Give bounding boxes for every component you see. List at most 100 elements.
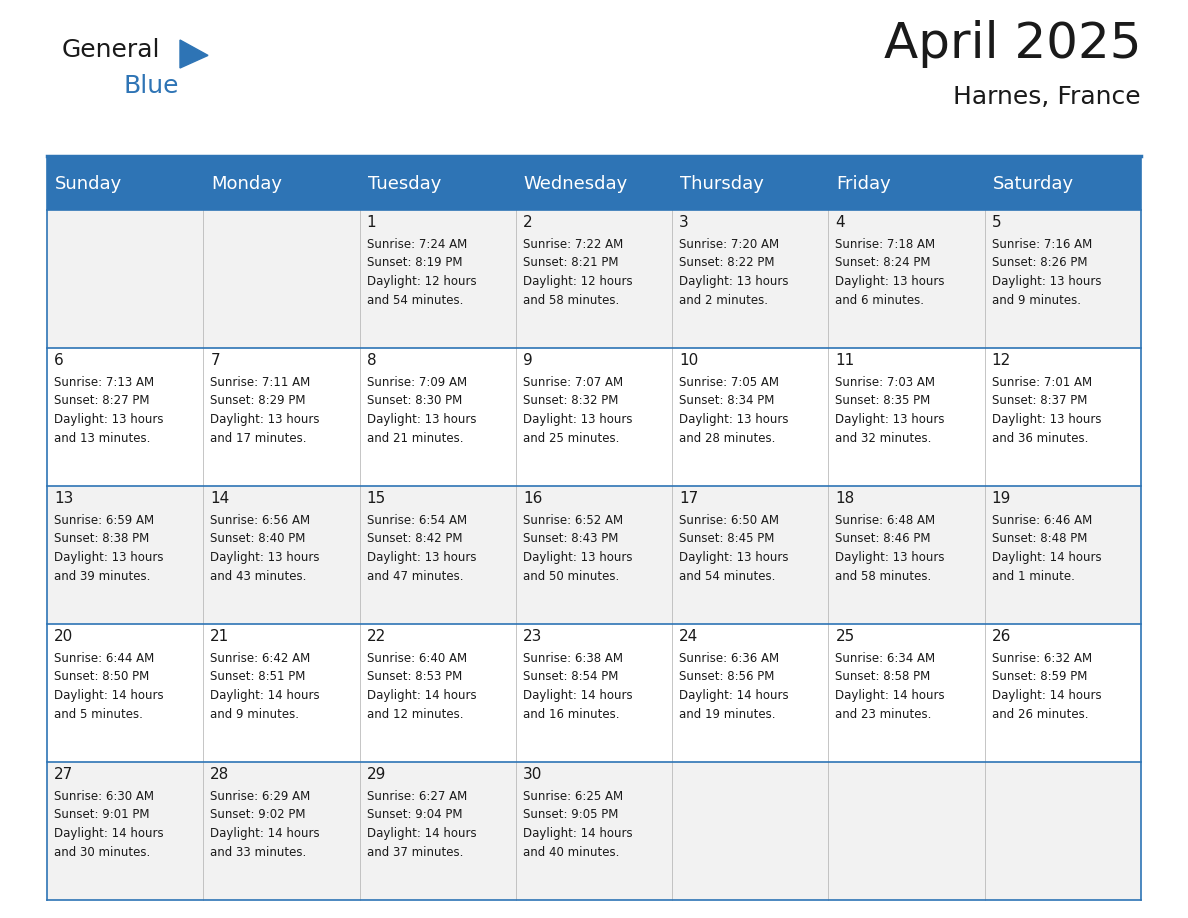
Text: Daylight: 13 hours: Daylight: 13 hours — [523, 551, 632, 564]
Text: Blue: Blue — [124, 74, 179, 98]
Text: Daylight: 13 hours: Daylight: 13 hours — [680, 551, 789, 564]
Text: Sunrise: 6:52 AM: Sunrise: 6:52 AM — [523, 514, 623, 527]
Text: 30: 30 — [523, 767, 542, 782]
Text: Sunrise: 6:59 AM: Sunrise: 6:59 AM — [53, 514, 154, 527]
Text: Sunset: 8:45 PM: Sunset: 8:45 PM — [680, 532, 775, 545]
Text: 15: 15 — [367, 491, 386, 506]
Text: Sunrise: 6:29 AM: Sunrise: 6:29 AM — [210, 790, 310, 803]
Text: Daylight: 14 hours: Daylight: 14 hours — [367, 689, 476, 702]
Text: Sunset: 9:02 PM: Sunset: 9:02 PM — [210, 809, 305, 822]
Text: and 25 minutes.: and 25 minutes. — [523, 431, 619, 444]
Text: Daylight: 13 hours: Daylight: 13 hours — [992, 275, 1101, 288]
Text: and 37 minutes.: and 37 minutes. — [367, 845, 463, 858]
Text: 19: 19 — [992, 491, 1011, 506]
Text: and 1 minute.: and 1 minute. — [992, 569, 1075, 583]
Bar — [672, 348, 828, 486]
Text: Sunrise: 6:25 AM: Sunrise: 6:25 AM — [523, 790, 623, 803]
Text: Daylight: 13 hours: Daylight: 13 hours — [367, 551, 476, 564]
Bar — [360, 762, 516, 900]
Text: and 9 minutes.: and 9 minutes. — [210, 708, 299, 721]
Bar — [48, 486, 203, 624]
Text: Sunset: 8:27 PM: Sunset: 8:27 PM — [53, 395, 150, 408]
Text: and 16 minutes.: and 16 minutes. — [523, 708, 619, 721]
Bar — [516, 762, 672, 900]
Text: Sunrise: 7:16 AM: Sunrise: 7:16 AM — [992, 238, 1092, 251]
Text: Daylight: 13 hours: Daylight: 13 hours — [210, 413, 320, 426]
Bar — [48, 624, 203, 762]
Bar — [516, 210, 672, 348]
Text: Daylight: 13 hours: Daylight: 13 hours — [835, 551, 944, 564]
Text: Daylight: 14 hours: Daylight: 14 hours — [680, 689, 789, 702]
Bar — [360, 158, 516, 210]
Text: and 32 minutes.: and 32 minutes. — [835, 431, 931, 444]
Text: Daylight: 14 hours: Daylight: 14 hours — [53, 827, 164, 840]
Text: and 58 minutes.: and 58 minutes. — [835, 569, 931, 583]
Bar — [672, 486, 828, 624]
Text: Sunset: 8:22 PM: Sunset: 8:22 PM — [680, 256, 775, 270]
Bar — [672, 210, 828, 348]
Text: 16: 16 — [523, 491, 542, 506]
Text: Sunset: 8:46 PM: Sunset: 8:46 PM — [835, 532, 931, 545]
Text: 7: 7 — [210, 353, 220, 368]
Text: and 40 minutes.: and 40 minutes. — [523, 845, 619, 858]
Text: and 5 minutes.: and 5 minutes. — [53, 708, 143, 721]
Bar — [828, 348, 985, 486]
Text: Sunset: 8:30 PM: Sunset: 8:30 PM — [367, 395, 462, 408]
Text: 9: 9 — [523, 353, 532, 368]
Bar — [985, 624, 1140, 762]
Bar — [828, 762, 985, 900]
Bar — [672, 158, 828, 210]
Text: and 33 minutes.: and 33 minutes. — [210, 845, 307, 858]
Text: Daylight: 14 hours: Daylight: 14 hours — [53, 689, 164, 702]
Text: Daylight: 14 hours: Daylight: 14 hours — [210, 827, 320, 840]
Text: 1: 1 — [367, 215, 377, 230]
Bar — [203, 210, 360, 348]
Text: Daylight: 14 hours: Daylight: 14 hours — [523, 689, 632, 702]
Text: Daylight: 14 hours: Daylight: 14 hours — [835, 689, 944, 702]
Text: 4: 4 — [835, 215, 845, 230]
Bar — [828, 158, 985, 210]
Text: and 47 minutes.: and 47 minutes. — [367, 569, 463, 583]
Text: Daylight: 13 hours: Daylight: 13 hours — [680, 413, 789, 426]
Text: 20: 20 — [53, 629, 74, 644]
Text: Daylight: 14 hours: Daylight: 14 hours — [367, 827, 476, 840]
Text: Sunrise: 7:05 AM: Sunrise: 7:05 AM — [680, 376, 779, 389]
Bar — [516, 348, 672, 486]
Text: Sunrise: 6:40 AM: Sunrise: 6:40 AM — [367, 652, 467, 665]
Text: 24: 24 — [680, 629, 699, 644]
Bar — [203, 486, 360, 624]
Text: Sunrise: 6:48 AM: Sunrise: 6:48 AM — [835, 514, 936, 527]
Bar — [360, 486, 516, 624]
Bar — [360, 348, 516, 486]
Text: Sunrise: 7:07 AM: Sunrise: 7:07 AM — [523, 376, 623, 389]
Text: and 26 minutes.: and 26 minutes. — [992, 708, 1088, 721]
Text: 23: 23 — [523, 629, 542, 644]
Text: Wednesday: Wednesday — [524, 175, 628, 193]
Text: Sunset: 8:48 PM: Sunset: 8:48 PM — [992, 532, 1087, 545]
Text: and 54 minutes.: and 54 minutes. — [367, 294, 463, 307]
Text: Sunrise: 6:42 AM: Sunrise: 6:42 AM — [210, 652, 310, 665]
Bar — [985, 210, 1140, 348]
Text: Daylight: 13 hours: Daylight: 13 hours — [835, 413, 944, 426]
Text: Sunrise: 7:09 AM: Sunrise: 7:09 AM — [367, 376, 467, 389]
Text: and 9 minutes.: and 9 minutes. — [992, 294, 1081, 307]
Text: Sunrise: 7:11 AM: Sunrise: 7:11 AM — [210, 376, 310, 389]
Text: 26: 26 — [992, 629, 1011, 644]
Text: and 36 minutes.: and 36 minutes. — [992, 431, 1088, 444]
Text: Daylight: 13 hours: Daylight: 13 hours — [523, 413, 632, 426]
Text: Sunrise: 6:50 AM: Sunrise: 6:50 AM — [680, 514, 779, 527]
Text: and 39 minutes.: and 39 minutes. — [53, 569, 151, 583]
Text: Daylight: 14 hours: Daylight: 14 hours — [992, 551, 1101, 564]
Text: Sunrise: 6:36 AM: Sunrise: 6:36 AM — [680, 652, 779, 665]
Text: Sunrise: 7:13 AM: Sunrise: 7:13 AM — [53, 376, 154, 389]
Text: Sunrise: 6:38 AM: Sunrise: 6:38 AM — [523, 652, 623, 665]
Bar — [360, 210, 516, 348]
Bar — [203, 624, 360, 762]
Text: 12: 12 — [992, 353, 1011, 368]
Text: Sunrise: 7:22 AM: Sunrise: 7:22 AM — [523, 238, 624, 251]
Text: General: General — [62, 38, 160, 62]
Bar — [985, 348, 1140, 486]
Bar — [516, 624, 672, 762]
Text: Daylight: 13 hours: Daylight: 13 hours — [53, 551, 164, 564]
Text: Daylight: 13 hours: Daylight: 13 hours — [992, 413, 1101, 426]
